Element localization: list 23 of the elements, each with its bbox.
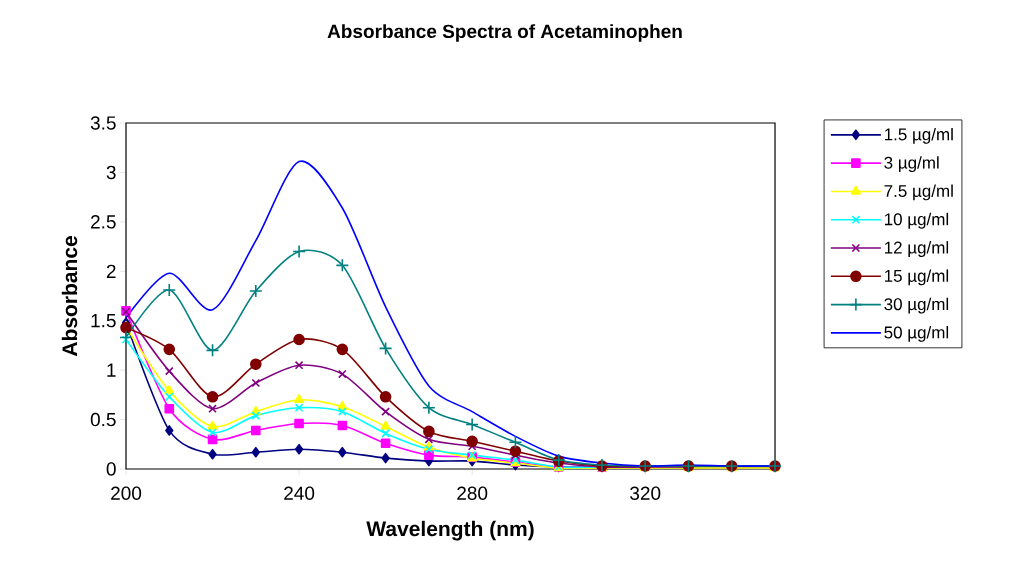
legend-label: 3 µg/ml (884, 156, 939, 173)
legend-label: 1.5 µg/ml (884, 127, 953, 144)
x-tick-label: 200 (111, 486, 142, 500)
y-tick-label: 1.5 (91, 314, 116, 328)
y-axis-title: Absorbance (61, 236, 78, 357)
x-tick-label: 320 (630, 486, 661, 500)
legend-label: 7.5 µg/ml (884, 184, 953, 201)
chart-title: Absorbance Spectra of Acetaminophen (327, 24, 682, 42)
legend-label: 12 µg/ml (884, 241, 949, 257)
y-tick-label: 0 (106, 462, 116, 476)
y-tick-label: 0.5 (90, 412, 116, 427)
x-tick-label: 280 (457, 486, 488, 500)
legend-label: 15 µg/ml (884, 269, 949, 286)
y-tick-label: 3 (106, 165, 116, 180)
legend-label: 10 µg/ml (884, 212, 949, 229)
y-tick-label: 2 (106, 264, 116, 278)
legend-label: 30 µg/ml (884, 297, 949, 314)
y-tick-label: 2.5 (91, 215, 116, 229)
x-tick-label: 240 (284, 486, 315, 500)
x-axis-title: Wavelength (nm) (366, 520, 534, 541)
y-tick-label: 1 (107, 363, 116, 377)
y-tick-label: 3.5 (90, 116, 116, 130)
legend-label: 50 µg/ml (884, 326, 949, 342)
